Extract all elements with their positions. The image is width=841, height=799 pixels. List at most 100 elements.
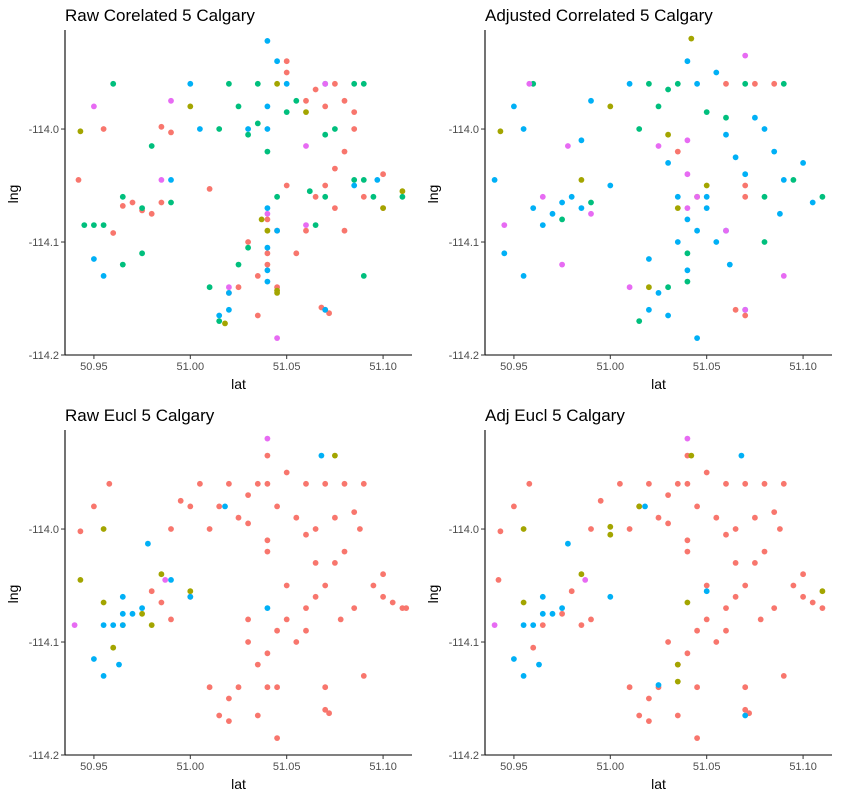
data-point [91, 256, 97, 262]
data-point [642, 503, 648, 510]
data-point [578, 205, 585, 212]
data-point [216, 503, 223, 510]
data-point [303, 627, 309, 634]
data-point [742, 706, 749, 713]
data-point [322, 80, 329, 87]
x-tick-label: 50.95 [500, 761, 528, 773]
data-point [326, 310, 332, 317]
data-point [197, 480, 203, 487]
data-point [351, 109, 358, 115]
data-point [245, 131, 252, 138]
data-point [264, 250, 271, 257]
data-point [77, 577, 84, 583]
data-point [819, 193, 826, 200]
x-tick-label: 51.00 [597, 761, 625, 773]
data-point [742, 171, 749, 178]
data-point [597, 497, 604, 504]
data-point [303, 97, 309, 104]
data-point [761, 239, 768, 245]
data-point [761, 548, 768, 555]
data-point [100, 126, 107, 132]
data-point [158, 177, 165, 183]
data-point [370, 582, 377, 589]
data-point [530, 205, 537, 212]
data-point [145, 540, 151, 547]
data-point [723, 131, 729, 138]
data-point [694, 80, 700, 87]
y-tick-label: -114.1 [29, 637, 59, 649]
data-point [168, 97, 174, 104]
data-point [703, 205, 710, 212]
data-point [139, 610, 146, 617]
data-point [684, 58, 691, 65]
data-point [264, 267, 271, 274]
data-point [578, 622, 585, 628]
data-point [158, 571, 165, 578]
data-point [732, 593, 739, 600]
data-point [674, 661, 681, 668]
data-point [283, 69, 290, 76]
data-point [351, 605, 358, 611]
data-point [723, 80, 729, 87]
y-tick-label: -114.1 [449, 637, 479, 649]
data-point [322, 706, 329, 713]
data-point [91, 656, 97, 662]
x-tick-label: 50.95 [80, 761, 108, 773]
panel-adj-eucl: Adj Eucl 5 Calgary 50.95 51.00 51.05 51.10 -… [425, 406, 832, 792]
data-point [665, 492, 671, 498]
data-point [357, 526, 363, 532]
data-point [303, 227, 309, 234]
data-point [742, 312, 749, 319]
x-tick-label: 51.00 [597, 361, 625, 373]
data-point [264, 103, 271, 110]
data-point [100, 222, 107, 229]
data-point [757, 616, 764, 623]
data-point [559, 605, 565, 611]
data-point [626, 284, 633, 291]
panel-raw-corelated: Raw Corelated 5 Calgary 50.95 51.00 51.05 5… [5, 6, 412, 392]
data-point [81, 222, 88, 229]
data-point [360, 480, 367, 487]
data-point [491, 177, 498, 183]
data-point [274, 627, 280, 634]
data-point [100, 526, 107, 532]
data-point [497, 528, 504, 535]
data-point [187, 103, 194, 110]
x-tick-label: 51.05 [273, 761, 301, 773]
data-point [684, 171, 691, 178]
x-tick-label: 51.00 [177, 761, 205, 773]
data-point [588, 616, 594, 623]
data-point [360, 177, 367, 183]
data-point [684, 480, 691, 487]
data-point [110, 230, 117, 236]
data-point [520, 673, 527, 679]
data-point [742, 582, 749, 589]
data-point [158, 199, 165, 206]
data-point [139, 605, 146, 611]
data-point [626, 80, 633, 87]
y-axis-title: lng [5, 185, 21, 204]
data-point [283, 109, 290, 115]
data-point [559, 216, 565, 223]
data-point [254, 712, 261, 719]
data-point [703, 469, 710, 476]
data-point [139, 205, 146, 212]
data-point [322, 182, 329, 189]
data-point [790, 177, 797, 183]
data-point [723, 605, 729, 611]
y-tick-label: -114.2 [449, 750, 479, 762]
data-point [226, 695, 232, 702]
x-tick-label: 51.10 [369, 361, 397, 373]
data-point [723, 627, 729, 634]
data-point [761, 480, 768, 487]
data-point [264, 244, 271, 251]
data-point [306, 188, 313, 195]
data-point [235, 261, 242, 268]
data-point [264, 452, 271, 459]
data-point [235, 684, 242, 691]
data-point [742, 480, 749, 487]
data-point [723, 227, 729, 234]
data-point [703, 582, 710, 589]
data-point [539, 222, 546, 229]
data-point [399, 188, 406, 195]
